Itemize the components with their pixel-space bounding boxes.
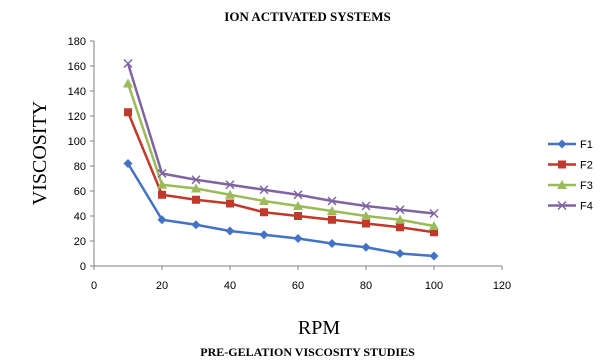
data-point-f3 — [327, 206, 337, 215]
series-f4 — [123, 58, 439, 219]
series-line-f1 — [126, 162, 435, 258]
series-f3 — [123, 78, 439, 230]
data-point-f3 — [191, 183, 201, 193]
legend-marker-f4 — [557, 200, 567, 211]
legend-marker-f1 — [557, 139, 567, 149]
data-point-f2 — [260, 208, 268, 217]
data-point-f2 — [294, 212, 302, 220]
chart-series — [123, 58, 439, 261]
series-line-f3 — [126, 83, 435, 228]
data-point-f1 — [429, 251, 439, 261]
data-point-f4 — [225, 180, 235, 190]
series-line-f4 — [126, 63, 435, 215]
y-tick-label: 100 — [68, 136, 86, 148]
data-point-f4 — [123, 58, 133, 69]
series-f2 — [124, 108, 438, 237]
data-point-f1 — [157, 215, 167, 225]
data-point-f2 — [124, 108, 132, 117]
y-tick-label: 80 — [74, 161, 86, 173]
data-point-f2 — [226, 199, 234, 208]
data-point-f3 — [395, 214, 405, 224]
data-point-f1 — [361, 242, 371, 252]
data-point-f3 — [293, 201, 303, 210]
legend-item-f1: F1 — [548, 139, 593, 151]
data-point-f2 — [362, 219, 370, 228]
y-tick-label: 120 — [68, 111, 86, 123]
chart-title: ION ACTIVATED SYSTEMS — [224, 9, 391, 24]
x-tick-label: 80 — [360, 280, 372, 292]
data-point-f3 — [361, 211, 371, 220]
y-tick-label: 180 — [68, 36, 86, 48]
series-f1 — [123, 159, 439, 261]
legend-marker-f2 — [558, 160, 566, 169]
legend-marker-f3 — [557, 180, 567, 189]
data-point-f1 — [191, 220, 201, 230]
x-tick-label: 20 — [156, 280, 168, 292]
data-point-f4 — [157, 168, 167, 179]
chart-caption: PRE-GELATION VISCOSITY STUDIES — [200, 345, 415, 359]
data-point-f4 — [327, 196, 337, 206]
data-point-f1 — [123, 159, 133, 168]
data-point-f2 — [430, 228, 438, 237]
y-tick-label: 140 — [68, 86, 86, 98]
data-point-f1 — [293, 234, 303, 243]
legend-item-f2: F2 — [548, 160, 593, 172]
data-point-f3 — [123, 78, 133, 88]
data-point-f2 — [328, 215, 336, 224]
y-axis-title: VISCOSITY — [29, 101, 51, 205]
y-tick-label: 40 — [74, 211, 86, 223]
chart-axes: 0 20 40 60 80 100 120 140 160 180 0 20 40 60 80 100 120 — [68, 36, 512, 292]
data-point-f2 — [396, 223, 404, 232]
data-point-f4 — [259, 185, 269, 195]
legend-item-f3: F3 — [548, 180, 593, 192]
x-tick-label: 100 — [425, 280, 443, 292]
legend-label-f1: F1 — [580, 139, 593, 151]
legend-label-f4: F4 — [580, 201, 593, 213]
data-point-f3 — [259, 196, 269, 205]
x-axis-title: RPM — [298, 317, 340, 339]
data-point-f3 — [429, 221, 439, 230]
data-point-f4 — [191, 175, 201, 185]
data-point-f1 — [259, 230, 269, 240]
x-tick-label: 40 — [224, 280, 236, 292]
data-point-f4 — [361, 201, 371, 211]
x-tick-label: 120 — [493, 280, 511, 292]
x-tick-label: 0 — [91, 280, 97, 292]
y-tick-label: 0 — [80, 261, 86, 273]
chart-legend: F1 F2 F3 F4 — [548, 139, 593, 213]
data-point-f2 — [192, 195, 200, 204]
data-point-f4 — [293, 190, 303, 200]
data-point-f4 — [429, 208, 439, 219]
legend-label-f3: F3 — [580, 180, 593, 192]
y-tick-label: 20 — [74, 236, 86, 248]
data-point-f4 — [395, 205, 405, 215]
x-tick-label: 60 — [292, 280, 304, 292]
data-point-f1 — [327, 239, 337, 248]
legend-item-f4: F4 — [548, 201, 593, 213]
y-tick-label: 60 — [74, 186, 86, 198]
data-point-f1 — [395, 249, 405, 258]
data-point-f3 — [157, 179, 167, 189]
data-point-f3 — [225, 189, 235, 199]
data-point-f1 — [225, 226, 235, 236]
y-tick-label: 160 — [68, 61, 86, 73]
data-point-f2 — [158, 190, 166, 199]
legend-label-f2: F2 — [580, 160, 593, 172]
series-line-f2 — [126, 111, 435, 234]
